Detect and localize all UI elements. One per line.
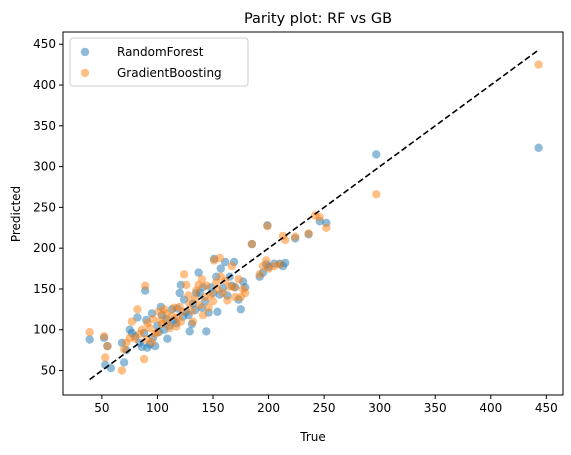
data-point	[103, 341, 112, 351]
data-point	[175, 288, 184, 298]
data-point	[291, 232, 300, 241]
y-tick-label: 100	[33, 323, 56, 337]
data-point	[165, 323, 174, 333]
x-tick-label: 250	[313, 401, 336, 415]
data-point	[194, 268, 203, 277]
legend-box	[69, 37, 249, 87]
data-point	[197, 275, 207, 284]
data-point	[322, 223, 331, 232]
data-point	[315, 213, 324, 222]
data-point	[255, 270, 264, 279]
data-point	[534, 143, 543, 152]
legend-marker	[80, 68, 90, 78]
x-tick-label: 300	[368, 401, 391, 415]
data-point	[141, 281, 150, 290]
legend-marker	[80, 47, 90, 57]
data-point	[234, 275, 243, 284]
y-tick-label: 400	[33, 78, 56, 92]
data-point	[185, 327, 194, 336]
y-tick-label: 150	[33, 282, 56, 296]
data-point	[184, 291, 193, 300]
data-point	[216, 264, 225, 273]
data-point	[153, 328, 162, 337]
data-point	[127, 317, 137, 326]
data-point	[147, 337, 157, 347]
data-point	[145, 323, 154, 333]
data-point	[281, 235, 290, 245]
data-point	[372, 150, 381, 159]
data-point	[119, 345, 129, 354]
data-point	[202, 281, 211, 290]
data-point	[263, 221, 272, 231]
data-point	[534, 60, 543, 69]
data-point	[182, 280, 191, 290]
x-tick-label: 200	[257, 401, 280, 415]
y-tick-label: 300	[33, 160, 56, 174]
data-point	[229, 283, 239, 292]
x-tick-label: 400	[479, 401, 502, 415]
x-tick-label: 150	[202, 401, 225, 415]
legend-label: RandomForest	[117, 45, 204, 59]
x-tick-label: 450	[535, 401, 558, 415]
x-tick-label: 50	[94, 401, 109, 415]
data-point	[212, 278, 221, 287]
data-point	[208, 297, 218, 306]
data-point	[185, 299, 194, 308]
data-point	[262, 256, 271, 265]
data-point	[163, 334, 172, 343]
x-axis-label: True	[299, 430, 326, 444]
y-tick-label: 50	[41, 364, 56, 378]
x-tick-label: 350	[424, 401, 447, 415]
data-point	[215, 253, 224, 263]
data-point	[227, 261, 237, 271]
data-point	[241, 288, 250, 298]
plot-frame	[62, 31, 564, 396]
legend-label: GradientBoosting	[117, 66, 222, 80]
data-point	[85, 335, 94, 344]
data-point	[101, 353, 110, 362]
data-point	[188, 317, 198, 326]
data-point	[119, 358, 129, 367]
y-tick-label: 450	[33, 37, 56, 51]
chart-title: Parity plot: RF vs GB	[244, 11, 392, 27]
legend: RandomForest GradientBoosting	[69, 37, 249, 87]
y-tick-label: 250	[33, 200, 56, 214]
y-axis-label: Predicted	[9, 186, 23, 242]
y-axis: 50 100 150 200 250 300 350 400 450	[33, 37, 63, 378]
x-axis: 50 100 150 200 250 300 350 400 450	[94, 395, 558, 415]
data-point	[139, 354, 149, 364]
data-point	[195, 301, 204, 310]
data-point	[187, 306, 197, 316]
data-point	[247, 239, 257, 249]
data-point	[202, 327, 211, 336]
data-point	[176, 317, 185, 326]
data-point	[198, 310, 208, 320]
series-randomforest	[85, 143, 543, 373]
data-point	[148, 314, 158, 324]
data-point	[275, 260, 284, 269]
data-point	[304, 229, 313, 238]
reference-line	[89, 49, 540, 381]
data-point	[204, 303, 213, 312]
plot-area	[85, 49, 543, 381]
data-point	[137, 325, 147, 334]
data-point	[372, 190, 381, 199]
data-point	[218, 288, 228, 298]
y-tick-label: 350	[33, 119, 56, 133]
data-point	[179, 270, 189, 279]
x-tick-label: 100	[146, 401, 169, 415]
data-point	[117, 366, 127, 375]
data-point	[99, 332, 109, 341]
data-point	[85, 328, 94, 337]
data-point	[213, 307, 222, 316]
data-point	[191, 294, 200, 303]
data-point	[133, 305, 142, 314]
data-point	[236, 305, 245, 314]
data-point	[223, 296, 232, 305]
y-tick-label: 200	[33, 241, 56, 255]
